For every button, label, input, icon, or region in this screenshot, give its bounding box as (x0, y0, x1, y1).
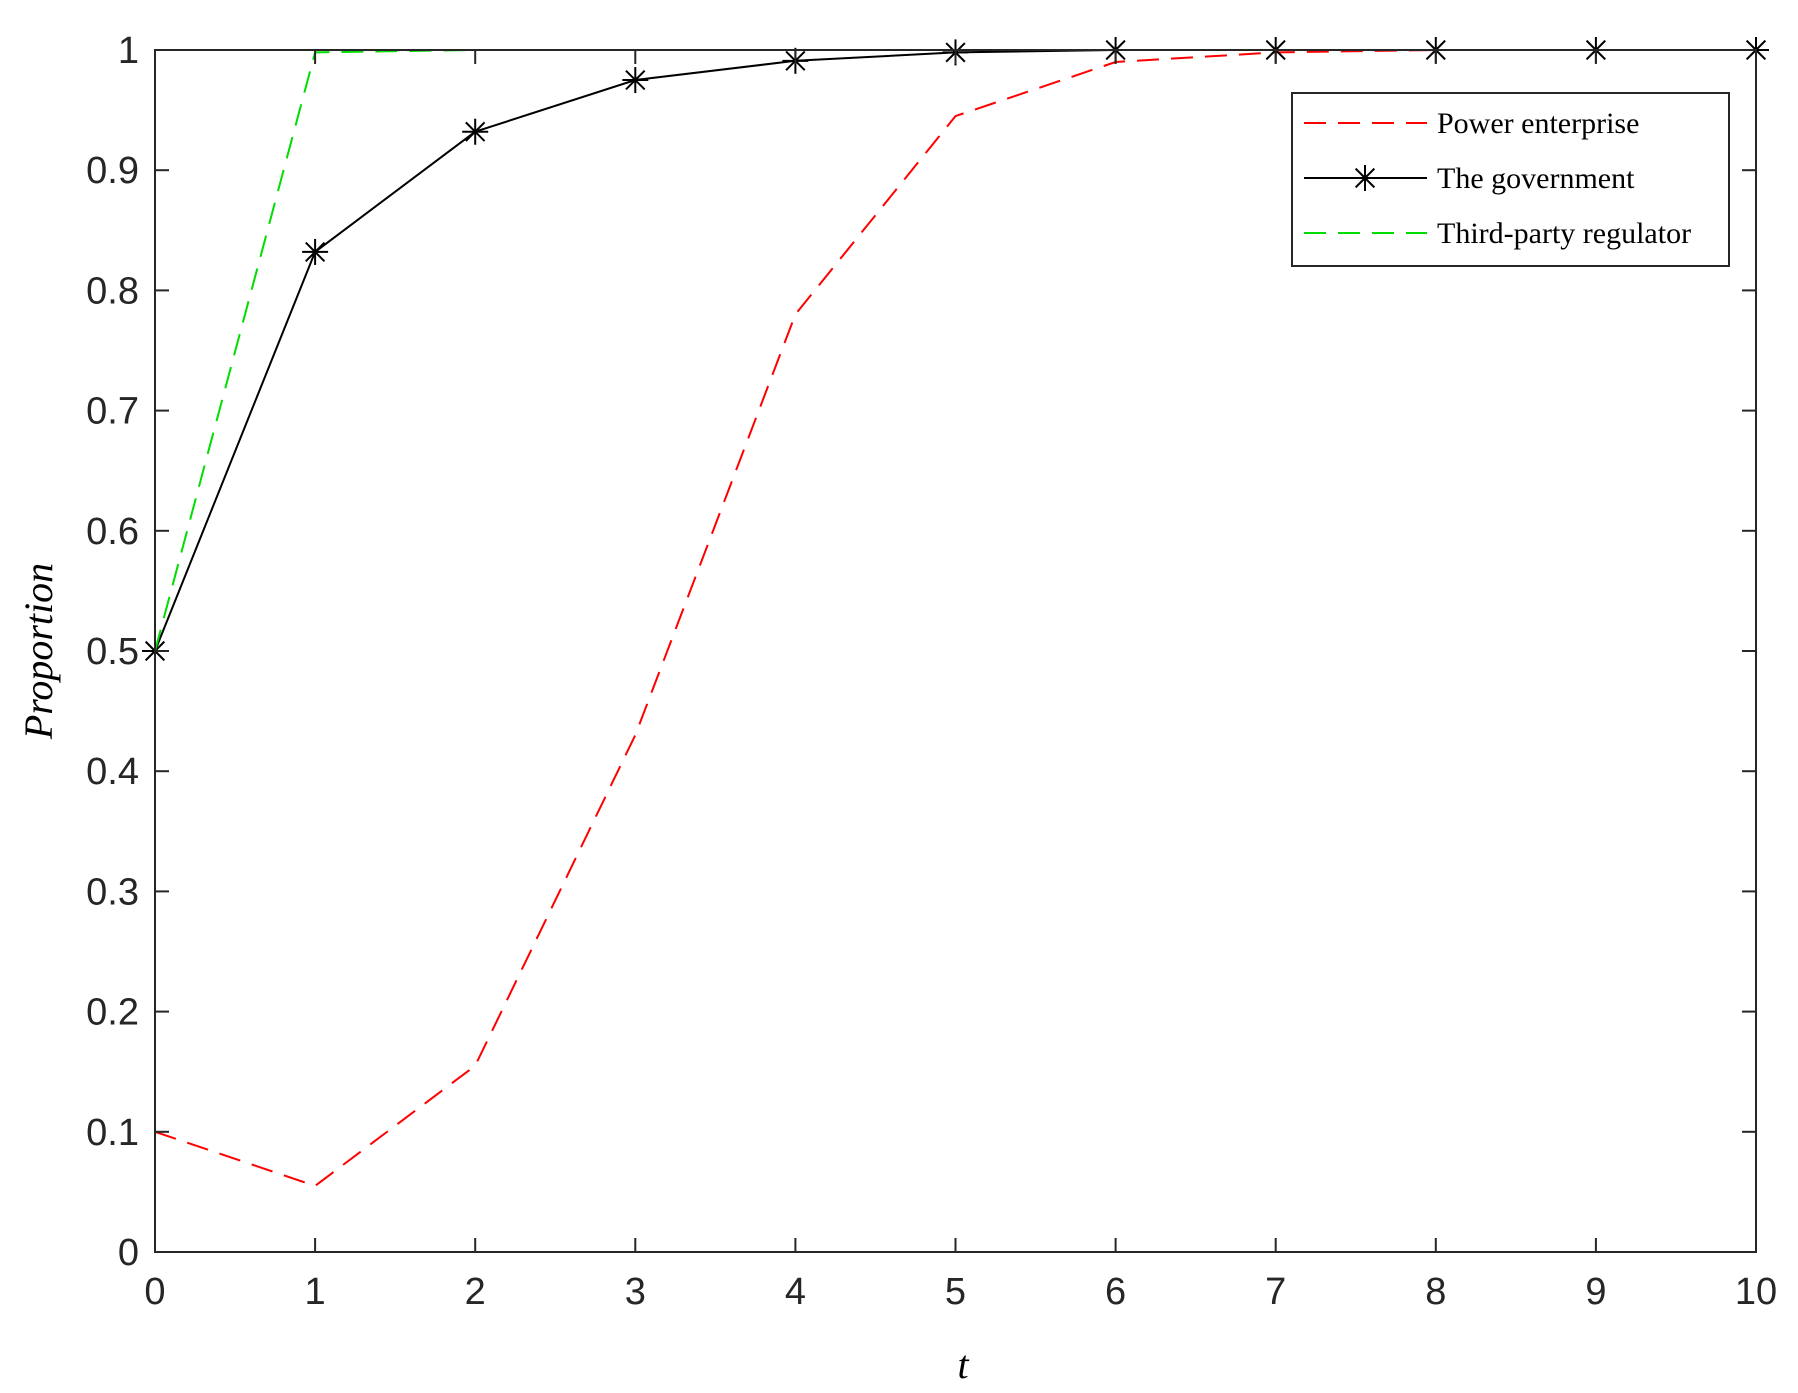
y-tick-label-5: 0.5 (86, 631, 139, 673)
series-1-point-1 (302, 238, 329, 265)
legend-label-2: Third-party regulator (1437, 217, 1691, 250)
ticks-layer: 0 1 2 3 4 5 6 7 8 9 10 0 0.1 0.2 0.3 0.4 0.5 0.6 0.7 0.8 0.9… (86, 30, 1777, 1313)
y-tick-label-7: 0.7 (86, 391, 139, 433)
x-tick-label-2: 2 (465, 1271, 486, 1313)
series-1-point-3 (622, 67, 649, 94)
y-tick-label-4: 0.4 (86, 751, 139, 793)
x-tick-label-3: 3 (625, 1271, 646, 1313)
x-tick-label-10: 10 (1735, 1271, 1777, 1313)
legend-label-1: The government (1437, 162, 1635, 195)
x-axis-title: t (957, 1342, 969, 1387)
x-tick-label-4: 4 (785, 1271, 806, 1313)
y-tick-label-0: 0 (118, 1232, 139, 1274)
legend-marker-1 (1352, 165, 1378, 191)
y-tick-label-8: 0.8 (86, 270, 139, 312)
y-tick-label-2: 0.2 (86, 992, 139, 1034)
legend-marker-1-stroke-3 (1354, 167, 1376, 189)
x-tick-label-0: 0 (144, 1271, 165, 1313)
x-tick-label-9: 9 (1585, 1271, 1606, 1313)
x-tick-label-1: 1 (305, 1271, 326, 1313)
y-tick-label-3: 0.3 (86, 871, 139, 913)
legend-label-0: Power enterprise (1437, 107, 1639, 140)
legend: Power enterprise The government Third-part… (1291, 92, 1730, 267)
series-1-point-2-stroke-3 (465, 121, 486, 142)
y-tick-label-9: 0.9 (86, 150, 139, 192)
series-1-point-2 (462, 118, 489, 145)
series-1-point-3-stroke-3 (625, 69, 646, 91)
y-axis-title: Proportion (16, 563, 61, 740)
x-tick-label-7: 7 (1265, 1271, 1286, 1313)
y-tick-label-1: 0.1 (86, 1112, 139, 1154)
y-tick-label-10: 1 (118, 30, 139, 72)
series-1-point-1-stroke-3 (305, 241, 326, 263)
y-tick-label-6: 0.6 (86, 511, 139, 553)
x-tick-label-8: 8 (1425, 1271, 1446, 1313)
x-tick-label-6: 6 (1105, 1271, 1126, 1313)
x-tick-label-5: 5 (945, 1271, 966, 1313)
